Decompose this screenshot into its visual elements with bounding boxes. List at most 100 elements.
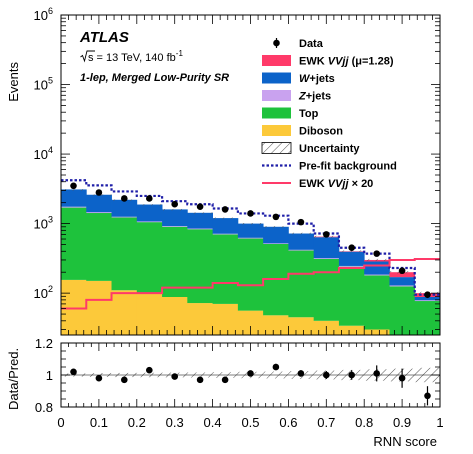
stack-bar-wjets-bin-4 [162,209,188,227]
uncertainty-bin-8 [263,226,289,228]
ratio-point-3 [146,366,153,374]
legend-entry-ewk: EWK VVjj (μ=1.28) [262,55,394,68]
ratio-x-tick-label-5: 0.5 [241,415,259,430]
stack-bar-top-bin-6 [212,234,239,304]
main-y-tick-label-0: 102 [34,284,53,301]
data-point-10 [323,231,330,238]
legend-entry-prefit: Pre-fit background [262,161,397,173]
legend-swatch-diboson [262,125,291,136]
data-point-1 [95,189,103,196]
stack-bar-top-bin-7 [237,238,264,311]
main-y-tick-label-2: 104 [34,145,53,162]
ratio-x-tick-label-6: 0.6 [279,415,297,430]
ratio-y-tick-label-0: 0.8 [35,400,53,415]
main-y-axis-label: Events [6,62,21,102]
uncertainty-bin-0 [61,189,87,191]
data-point-14 [424,291,431,299]
stack-bar-zjets-bin-1 [86,212,112,214]
stack-bar-top-bin-4 [162,226,188,297]
ratio-point-10 [323,371,330,379]
main-y-tick-label-1: 103 [34,215,53,232]
legend-entry-data: Data [273,38,324,50]
x-axis-label: RNN score [373,434,437,449]
uncertainty-bin-7 [237,223,264,225]
ratio-point-2 [120,376,128,384]
ratio-points [70,363,431,406]
ratio-x-tick-label-1: 0.1 [90,415,108,430]
stack-bar-zjets-bin-12 [364,274,390,276]
stack-bar-ewk-bin-13 [389,272,416,278]
legend-label-uncertainty: Uncertainty [299,143,360,155]
legend-label-diboson: Diboson [299,126,343,138]
ratio-x-tick-label-7: 0.7 [317,415,335,430]
ratio-point-13 [398,368,406,388]
ewk-x20-line [61,257,440,310]
uncertainty-bin-4 [162,208,188,211]
legend: Data EWK VVjj (μ=1.28) W+jets Z+jets Top Dibo… [261,38,397,190]
stack-bar-wjets-bin-7 [237,223,264,238]
uncertainty-bin-6 [212,217,238,220]
ratio-x-tick-label-10: 1 [436,415,443,430]
stack-bar-wjets-bin-0 [61,189,87,207]
energy-prefix: s [88,52,94,64]
stack-bar-zjets-bin-9 [288,249,315,251]
ratio-x-tick-label-2: 0.2 [128,415,146,430]
ratio-point-1 [95,374,103,382]
legend-entry-diboson: Diboson [262,125,343,138]
stack-bar-top-bin-3 [136,222,163,294]
stack-bar-diboson-bin-12 [364,329,390,335]
legend-label-data: Data [299,38,324,50]
stack-bar-zjets-bin-3 [136,221,163,223]
energy-lumi-label: s = 13 TeV, 140 fb-1 [80,49,184,64]
atlas-label: ATLAS [79,29,129,46]
uncertainty-bin-3 [136,204,163,206]
legend-swatch-uncertainty [261,142,292,154]
stack-bar-zjets-bin-2 [111,216,138,218]
uncertainty-bin-11 [338,250,365,253]
stack-bar-zjets-bin-13 [389,285,416,287]
ratio-y-axis: 0.8 1 1.2 [35,336,440,415]
legend-entry-wjets: W+jets [262,72,335,85]
legend-label-zjets: Z+jets [298,91,331,103]
stack-bar-zjets-bin-11 [338,265,365,267]
legend-entry-zjets: Z+jets [262,90,331,103]
data-point-5 [196,203,204,211]
stack-bar-wjets-bin-6 [212,218,239,234]
data-point-7 [247,210,254,217]
stack-bar-wjets-bin-1 [86,194,112,213]
stack-bar-wjets-bin-5 [187,212,213,229]
energy-superscript: -1 [176,49,184,58]
stack-bar-top-bin-14 [414,301,440,335]
data-points [70,182,431,299]
ratio-x-tick-label-4: 0.4 [204,415,222,430]
stack-bar-wjets-bin-3 [136,204,163,222]
stack-bar-wjets-bin-13 [389,277,416,286]
ratio-point-14 [424,386,431,406]
stack-bar-top-bin-11 [338,266,365,326]
ratio-point-11 [348,370,355,380]
stack-bar-diboson-bin-0 [61,279,87,335]
stack-bar-wjets-bin-11 [338,251,365,266]
stack-bar-top-bin-10 [313,258,340,321]
stack-bar-top-bin-12 [364,275,390,330]
uncertainty-bin-5 [187,212,213,214]
legend-swatch-ewk [262,55,291,66]
stack-bar-top-bin-2 [111,217,138,291]
stack-bar-wjets-bin-2 [111,199,138,217]
uncertainty-bin-9 [288,232,314,235]
ratio-x-tick-label-8: 0.8 [355,415,373,430]
data-point-8 [272,213,280,221]
stack-bar-top-bin-1 [86,213,112,281]
uncertainty-bin-12 [364,258,390,262]
legend-swatch-top [262,107,291,119]
stack-bar-top-bin-0 [61,207,87,280]
stack-bar-zjets-bin-4 [162,226,188,227]
ratio-point-4 [171,373,178,380]
stack-bar-diboson-bin-5 [187,303,213,335]
stack-bar-wjets-bin-8 [263,226,289,244]
ratio-point-9 [297,370,305,377]
legend-entry-top: Top [262,107,319,120]
ratio-point-6 [221,376,229,384]
stack-bar-wjets-bin-10 [313,237,340,259]
